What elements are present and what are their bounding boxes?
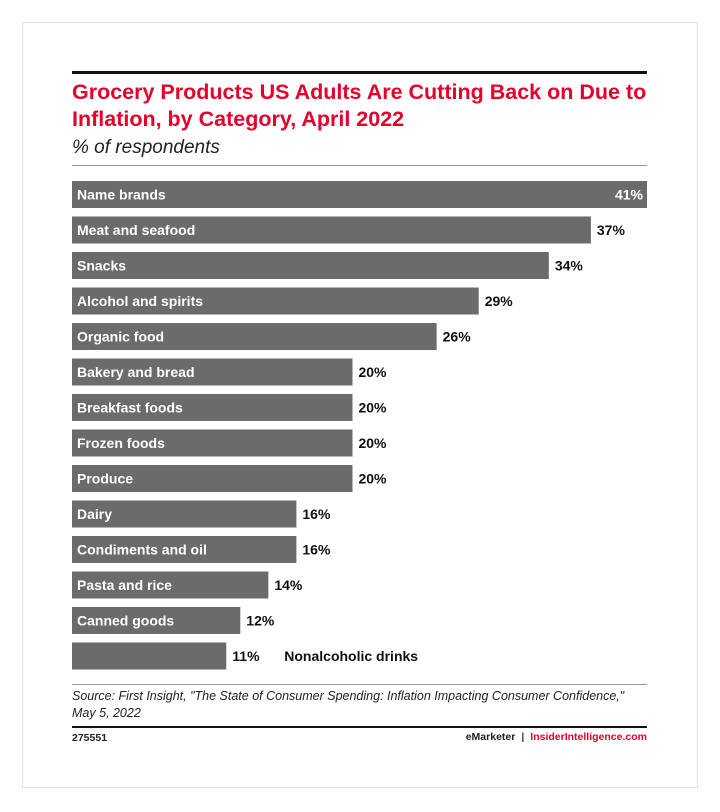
bar [72, 571, 269, 599]
chart-title: Grocery Products US Adults Are Cutting B… [72, 80, 647, 131]
source-note: Source: First Insight, "The State of Con… [72, 689, 625, 720]
footer-rule [72, 726, 647, 728]
bar-value-label: 20% [358, 364, 387, 380]
bar [72, 181, 647, 208]
bar [72, 607, 241, 634]
category-label: Breakfast foods [77, 400, 183, 416]
bar-value-label: 29% [485, 293, 514, 309]
category-label: Pasta and rice [77, 577, 172, 593]
bar [72, 429, 353, 457]
bar [72, 358, 353, 386]
category-label: Organic food [77, 329, 164, 345]
bar [72, 500, 297, 528]
bar-value-label: 41% [615, 187, 644, 203]
category-label: Snacks [77, 258, 126, 274]
bar-value-label: 37% [597, 222, 626, 238]
category-label: Bakery and bread [77, 364, 195, 380]
category-label: Alcohol and spirits [77, 293, 203, 309]
brand-insider-intelligence: InsiderIntelligence.com [530, 731, 647, 743]
bar [72, 536, 297, 563]
bar-value-label: 16% [302, 542, 331, 558]
source-divider [72, 684, 647, 685]
bar-value-label: 34% [555, 258, 584, 274]
bar [72, 394, 353, 421]
category-label: Condiments and oil [77, 542, 207, 558]
bar [72, 465, 353, 492]
bar-value-label: 26% [443, 329, 472, 345]
bar [72, 216, 591, 244]
header-divider [72, 165, 647, 166]
bar [72, 323, 437, 350]
category-label: Produce [77, 471, 133, 487]
category-label: Frozen foods [77, 435, 165, 451]
category-label: Name brands [77, 187, 166, 203]
bar-value-label: 16% [302, 506, 331, 522]
bar-value-label: 11% [232, 648, 260, 664]
bar-value-label: 20% [358, 400, 387, 416]
brand-separator: | [521, 731, 525, 743]
category-label: Dairy [77, 506, 112, 522]
top-rule [72, 71, 647, 74]
bar-value-label: 20% [358, 471, 387, 487]
category-label: Nonalcoholic drinks [284, 648, 418, 664]
brand-emarketer: eMarketer [465, 731, 516, 743]
chart-subtitle: % of respondents [72, 137, 220, 158]
chart-id: 275551 [72, 732, 108, 744]
bar-value-label: 20% [358, 435, 387, 451]
bar [72, 252, 549, 279]
category-label: Meat and seafood [77, 222, 195, 238]
bar-value-label: 12% [246, 613, 275, 629]
bar-value-label: 14% [274, 577, 303, 593]
category-label: Canned goods [77, 613, 174, 629]
bar [72, 287, 479, 315]
brand-credit: eMarketer | InsiderIntelligence.com [466, 731, 647, 743]
bar [72, 642, 227, 670]
